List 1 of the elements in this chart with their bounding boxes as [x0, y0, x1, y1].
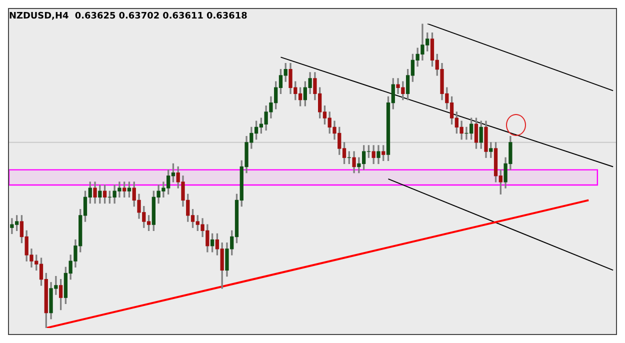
chart-title: NZDUSD,H4 0.63625 0.63702 0.63611 0.63618 [9, 12, 248, 22]
